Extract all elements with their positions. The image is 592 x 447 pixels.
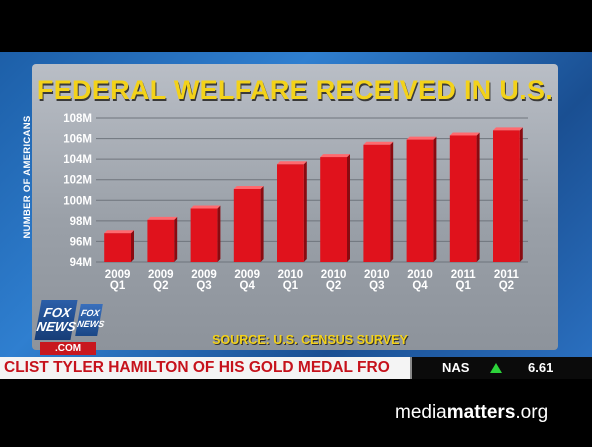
bar-side <box>260 185 264 262</box>
x-tick-year: 2010 <box>278 269 304 281</box>
bar-face <box>449 135 477 262</box>
stock-name: NAS <box>442 360 470 375</box>
y-tick-labels: 94M 96M 98M 100M 102M 104M 106M 108M <box>63 113 92 269</box>
bar-top <box>277 161 307 165</box>
x-tick-quarter: Q2 <box>153 280 168 292</box>
logo-main: FOX NEWS <box>34 300 78 340</box>
x-tick-year: 2010 <box>364 269 390 281</box>
fox-news-logo: FOX NEWS FOX NEWS .COM <box>34 300 105 356</box>
y-tick-label: 100M <box>63 195 92 207</box>
x-tick-year: 2011 <box>451 269 477 281</box>
y-tick-label: 106M <box>63 134 92 146</box>
bar <box>277 161 307 262</box>
bar-side <box>390 141 394 262</box>
x-tick-year: 2009 <box>234 269 260 281</box>
bar-top <box>233 185 264 189</box>
logo-com: .COM <box>40 342 96 355</box>
x-tick-quarter: Q4 <box>412 280 428 292</box>
arrow-up-icon <box>490 363 502 373</box>
bar-side <box>433 136 437 262</box>
logo-small: FOX NEWS <box>75 304 105 336</box>
bar-face <box>363 144 391 262</box>
bar-top <box>104 230 134 234</box>
x-tick-quarter: Q1 <box>110 280 126 292</box>
bar-side <box>303 161 307 262</box>
bar <box>320 154 350 262</box>
bar <box>406 136 437 262</box>
x-tick-year: 2010 <box>407 269 433 281</box>
x-tick-quarter: Q3 <box>196 280 211 292</box>
bars <box>104 127 523 262</box>
y-tick-label: 98M <box>70 216 92 228</box>
bar-face <box>406 139 434 262</box>
stock-ticker: NAS 6.61 <box>410 357 592 379</box>
bar-side <box>174 216 178 262</box>
watermark-suffix: .org <box>515 402 549 423</box>
watermark: mediamatters.org <box>395 398 585 428</box>
x-tick-quarter: Q2 <box>326 280 341 292</box>
bar <box>190 205 221 262</box>
y-tick-label: 102M <box>63 175 92 187</box>
bar-side <box>519 127 523 262</box>
stock-value: 6.61 <box>528 360 554 375</box>
y-tick-label: 104M <box>63 154 92 166</box>
watermark-bold: matters <box>446 402 516 423</box>
x-tick-quarter: Q2 <box>499 280 514 292</box>
bar <box>104 230 134 262</box>
x-tick-quarter: Q1 <box>283 280 299 292</box>
source-caption: SOURCE: U.S. CENSUS SURVEY <box>212 333 408 347</box>
y-tick-label: 94M <box>70 257 92 269</box>
bar <box>449 132 480 262</box>
bar-top <box>190 205 221 209</box>
x-tick-year: 2011 <box>494 269 520 281</box>
bar-face <box>147 219 175 262</box>
bar-top <box>147 216 178 220</box>
bar <box>233 185 264 262</box>
watermark-prefix: media <box>395 402 447 423</box>
bar-face <box>320 157 347 262</box>
y-tick-label: 96M <box>70 236 92 248</box>
bar <box>493 127 523 262</box>
bar-side <box>130 230 134 262</box>
x-tick-year: 2009 <box>148 269 174 281</box>
bar-top <box>406 136 437 140</box>
bar-face <box>104 233 131 262</box>
x-tick-year: 2009 <box>191 269 217 281</box>
bar-face <box>493 130 520 262</box>
chart-title: FEDERAL WELFARE RECEIVED IN U.S. <box>36 75 554 105</box>
bar <box>363 141 394 262</box>
bar-face <box>233 188 261 262</box>
bar-top <box>449 132 480 136</box>
x-tick-year: 2009 <box>105 269 131 281</box>
bar-side <box>346 154 350 262</box>
x-tick-quarter: Q3 <box>369 280 384 292</box>
y-tick-label: 108M <box>63 113 92 125</box>
bar <box>147 216 178 262</box>
bar-face <box>277 164 304 262</box>
bar-top <box>493 127 523 131</box>
x-tick-quarter: Q4 <box>240 280 256 292</box>
x-tick-quarter: Q1 <box>456 280 472 292</box>
ticker-text: CLIST TYLER HAMILTON OF HIS GOLD MEDAL F… <box>4 359 390 376</box>
bar-side <box>217 205 221 262</box>
x-tick-year: 2010 <box>321 269 347 281</box>
bar-top <box>363 141 394 145</box>
bar-top <box>320 154 350 158</box>
bar-side <box>476 132 480 262</box>
x-tick-labels: 2009Q12009Q22009Q32009Q42010Q12010Q22010… <box>105 269 520 292</box>
bar-face <box>190 208 218 262</box>
